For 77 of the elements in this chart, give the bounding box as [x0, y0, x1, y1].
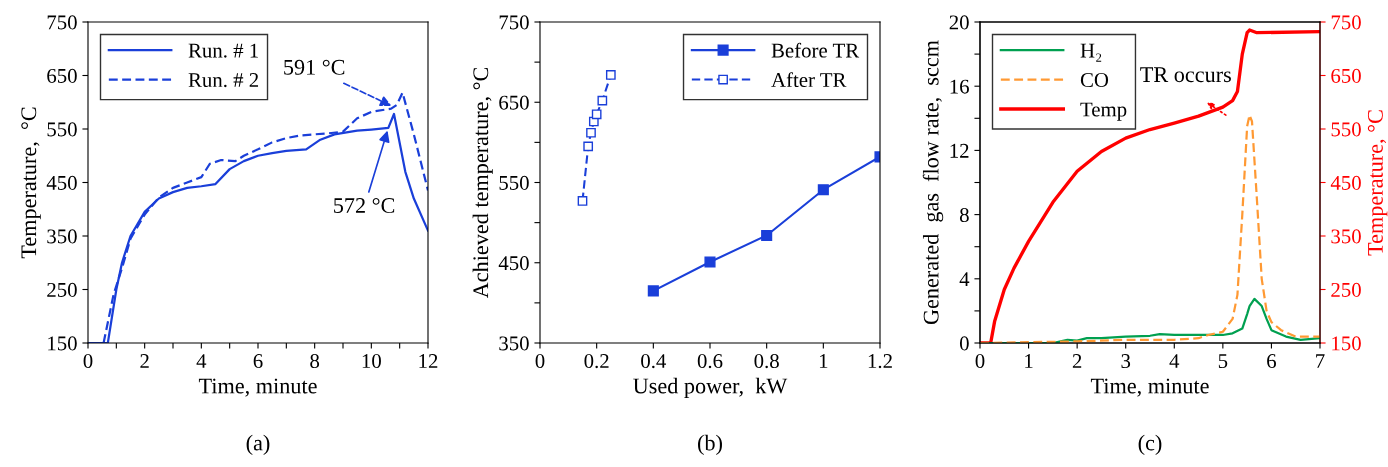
y2-tick-label: 750	[1331, 15, 1361, 30]
y-axis-title: Temperature, °C	[21, 107, 41, 259]
x-tick-label: 8	[310, 354, 320, 369]
legend-label: After TR	[771, 72, 847, 88]
y-tick-label: 20	[949, 15, 969, 30]
legend-label: Before TR	[771, 42, 860, 58]
x-tick-label: 0	[975, 354, 985, 369]
x-tick-label: 12	[419, 354, 438, 368]
x-axis-title: Time, minute	[1090, 378, 1209, 397]
point	[583, 141, 594, 152]
y-tick-label: 350	[47, 229, 77, 244]
x-tick-label: 0.6	[697, 354, 723, 369]
y-tick-label: 250	[47, 282, 77, 297]
point	[586, 127, 596, 138]
x-tick-label: 10	[362, 354, 381, 369]
x-tick-label: 3	[1121, 354, 1131, 369]
y2-tick-label: 250	[1331, 282, 1361, 297]
x-tick-label: 0	[535, 354, 545, 369]
y2-tick-label: 650	[1331, 68, 1361, 83]
x-axis-title: Time, minute	[198, 378, 317, 397]
text: (a)	[246, 434, 270, 455]
y-tick-label: 12	[950, 143, 969, 158]
point	[704, 256, 716, 268]
text: (c)	[1138, 434, 1162, 455]
legend-label: H₂	[1080, 43, 1102, 62]
annotation: TR occurs	[1140, 67, 1231, 83]
legend-label: Run. # 2	[188, 73, 259, 88]
point	[817, 184, 829, 196]
y2-tick-label: 550	[1331, 122, 1361, 137]
x-tick-label: 0.4	[641, 354, 667, 369]
y-tick-label: 650	[499, 95, 529, 110]
y2-tick-label: 450	[1330, 175, 1361, 190]
y-tick-label: 650	[47, 68, 77, 83]
y-axis-title: Achieved temperature, °C	[472, 67, 493, 299]
point	[591, 109, 602, 120]
point	[597, 95, 608, 106]
x-tick-label: 2	[140, 354, 149, 368]
x-tick-label: 6	[1267, 354, 1277, 369]
x-tick-label: 4	[1169, 354, 1180, 368]
x-tick-label: 1.2	[868, 354, 892, 369]
x-tick-label: 7	[1316, 354, 1325, 368]
x-axis-title: Used power, kW	[633, 377, 788, 399]
y-tick-label: 8	[959, 207, 969, 223]
x-tick-label: 0	[83, 354, 93, 369]
x-tick-label: 0.8	[754, 354, 779, 369]
legend-label: Temp	[1080, 102, 1127, 121]
annotation: 591 °C	[284, 59, 345, 75]
y-tick-label: 0	[959, 336, 969, 351]
legend-label: CO	[1080, 73, 1109, 88]
point	[577, 196, 588, 206]
x-tick-label: 0.2	[584, 354, 609, 369]
point	[605, 70, 616, 80]
point	[647, 285, 659, 297]
y-axis-title: Generated gas flow rate, sccm	[922, 40, 944, 325]
annotation: 572 °C	[334, 198, 395, 214]
y-tick-label: 750	[499, 15, 529, 30]
x-tick-label: 4	[196, 354, 207, 368]
x-tick-label: 1	[1025, 354, 1033, 368]
y-tick-label: 4	[959, 272, 970, 287]
point	[761, 229, 773, 242]
text: (b)	[698, 434, 722, 455]
x-tick-label: 2	[1072, 354, 1082, 368]
x-tick-label: 1	[819, 354, 828, 368]
y-tick-label: 450	[46, 175, 77, 190]
x-tick-label: 5	[1218, 354, 1228, 369]
y2-tick-label: 150	[1332, 336, 1361, 351]
y-tick-label: 750	[47, 15, 77, 30]
y-tick-label: 16	[950, 79, 969, 94]
y-tick-label: 350	[499, 336, 529, 351]
y-tick-label: 550	[499, 175, 529, 190]
y-tick-label: 150	[48, 336, 77, 351]
x-tick-label: 6	[253, 354, 263, 369]
y2-axis-title: Temperature, °C	[1367, 110, 1388, 256]
y2-tick-label: 350	[1331, 229, 1361, 244]
legend-label: Run. # 1	[188, 43, 258, 58]
y-tick-label: 450	[498, 256, 529, 271]
y-tick-label: 550	[47, 122, 77, 137]
